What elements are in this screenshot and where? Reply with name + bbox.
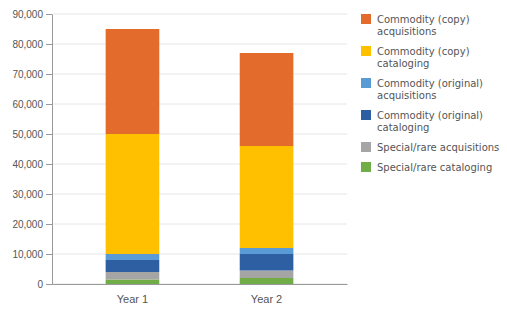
series — [106, 254, 294, 272]
x-axis-line — [53, 284, 348, 285]
y-tick: 0 — [37, 279, 52, 290]
y-tick: 80,000 — [12, 39, 52, 50]
legend-item: Commodity (copy)cataloging — [361, 46, 470, 69]
y-tick: 90,000 — [12, 9, 52, 20]
series — [106, 29, 294, 146]
y-tick-mark — [46, 254, 52, 255]
legend-label-line: Commodity (copy) — [377, 14, 470, 25]
legend-label-line: cataloging — [377, 122, 429, 133]
legend-label-line: acquisitions — [377, 26, 436, 37]
y-tick: 40,000 — [12, 159, 52, 170]
grid-line — [52, 224, 347, 225]
grid-line — [52, 104, 347, 105]
legend-swatch — [361, 162, 371, 172]
y-tick-mark — [46, 14, 52, 15]
grid-line — [52, 44, 347, 45]
bar-segment — [106, 260, 160, 272]
legend-swatch — [361, 78, 371, 88]
legend-label: Commodity (original)cataloging — [377, 110, 483, 133]
legend-item: Commodity (original)cataloging — [361, 110, 483, 133]
x-tick: Year 1 — [117, 293, 148, 305]
legend-item: Special/rare cataloging — [361, 162, 492, 173]
y-tick-label: 60,000 — [12, 99, 43, 110]
bar-segment — [106, 272, 160, 280]
legend-label-line: Special/rare acquisitions — [377, 142, 499, 153]
grid-line — [52, 74, 347, 75]
y-tick: 20,000 — [12, 219, 52, 230]
bar-segment — [106, 29, 160, 134]
grid — [52, 14, 347, 284]
x-tick: Year 2 — [251, 293, 282, 305]
legend-item: Commodity (original)acquisitions — [361, 78, 483, 101]
grid-line — [52, 254, 347, 255]
bar-segment — [240, 53, 294, 146]
bar-segment — [106, 134, 160, 254]
y-tick: 50,000 — [12, 129, 52, 140]
legend-swatch — [361, 142, 371, 152]
y-tick-mark — [46, 44, 52, 45]
y-tick-label: 50,000 — [12, 129, 43, 140]
chart: 0 10,000 20,000 30,000 40,000 50,000 60,000 70,… — [0, 0, 507, 314]
y-tick-mark — [46, 284, 52, 285]
y-tick-mark — [46, 164, 52, 165]
y-tick: 10,000 — [12, 249, 52, 260]
y-tick-label: 10,000 — [12, 249, 43, 260]
series — [106, 134, 294, 254]
y-tick-mark — [46, 104, 52, 105]
x-axis: Year 1 Year 2 — [53, 285, 348, 305]
y-tick-mark — [46, 74, 52, 75]
bar-segment — [240, 278, 294, 284]
x-tick-label: Year 2 — [251, 293, 282, 305]
legend-label-line: acquisitions — [377, 90, 436, 101]
y-tick-label: 80,000 — [12, 39, 43, 50]
y-tick-label: 90,000 — [12, 9, 43, 20]
y-tick-mark — [46, 224, 52, 225]
legend-label-line: Commodity (original) — [377, 78, 483, 89]
x-tick-label: Year 1 — [117, 293, 148, 305]
grid-line — [52, 134, 347, 135]
y-tick-label: 0 — [37, 279, 43, 290]
legend-label: Commodity (copy)cataloging — [377, 46, 470, 69]
y-tick: 70,000 — [12, 69, 52, 80]
y-tick-mark — [46, 194, 52, 195]
grid-line — [52, 14, 347, 15]
legend-label-line: Commodity (original) — [377, 110, 483, 121]
bar-segment — [240, 254, 294, 271]
bar-segment — [106, 254, 160, 260]
legend: Commodity (copy)acquisitionsCommodity (c… — [361, 14, 499, 173]
y-tick-label: 30,000 — [12, 189, 43, 200]
bar-segment — [240, 271, 294, 279]
y-tick-label: 40,000 — [12, 159, 43, 170]
bar-segment — [240, 146, 294, 248]
bars — [106, 29, 294, 284]
grid-line — [52, 194, 347, 195]
bar-segment — [106, 280, 160, 285]
grid-line — [52, 164, 347, 165]
y-tick: 30,000 — [12, 189, 52, 200]
legend-swatch — [361, 46, 371, 56]
legend-label: Commodity (copy)acquisitions — [377, 14, 470, 37]
legend-label: Commodity (original)acquisitions — [377, 78, 483, 101]
bar-segment — [240, 248, 294, 254]
y-tick: 60,000 — [12, 99, 52, 110]
y-axis: 0 10,000 20,000 30,000 40,000 50,000 60,000 70,… — [12, 9, 52, 290]
legend-item: Commodity (copy)acquisitions — [361, 14, 470, 37]
legend-label: Special/rare cataloging — [377, 162, 492, 173]
plot: 0 10,000 20,000 30,000 40,000 50,000 60,000 70,… — [12, 9, 347, 305]
legend-swatch — [361, 14, 371, 24]
legend-item: Special/rare acquisitions — [361, 142, 499, 153]
y-axis-line — [52, 15, 53, 285]
legend-label-line: Special/rare cataloging — [377, 162, 492, 173]
grid-line — [52, 284, 347, 285]
legend-swatch — [361, 110, 371, 120]
legend-label: Special/rare acquisitions — [377, 142, 499, 153]
y-tick-label: 70,000 — [12, 69, 43, 80]
y-tick-mark — [46, 134, 52, 135]
legend-label-line: cataloging — [377, 58, 429, 69]
legend-label-line: Commodity (copy) — [377, 46, 470, 57]
y-tick-label: 20,000 — [12, 219, 43, 230]
